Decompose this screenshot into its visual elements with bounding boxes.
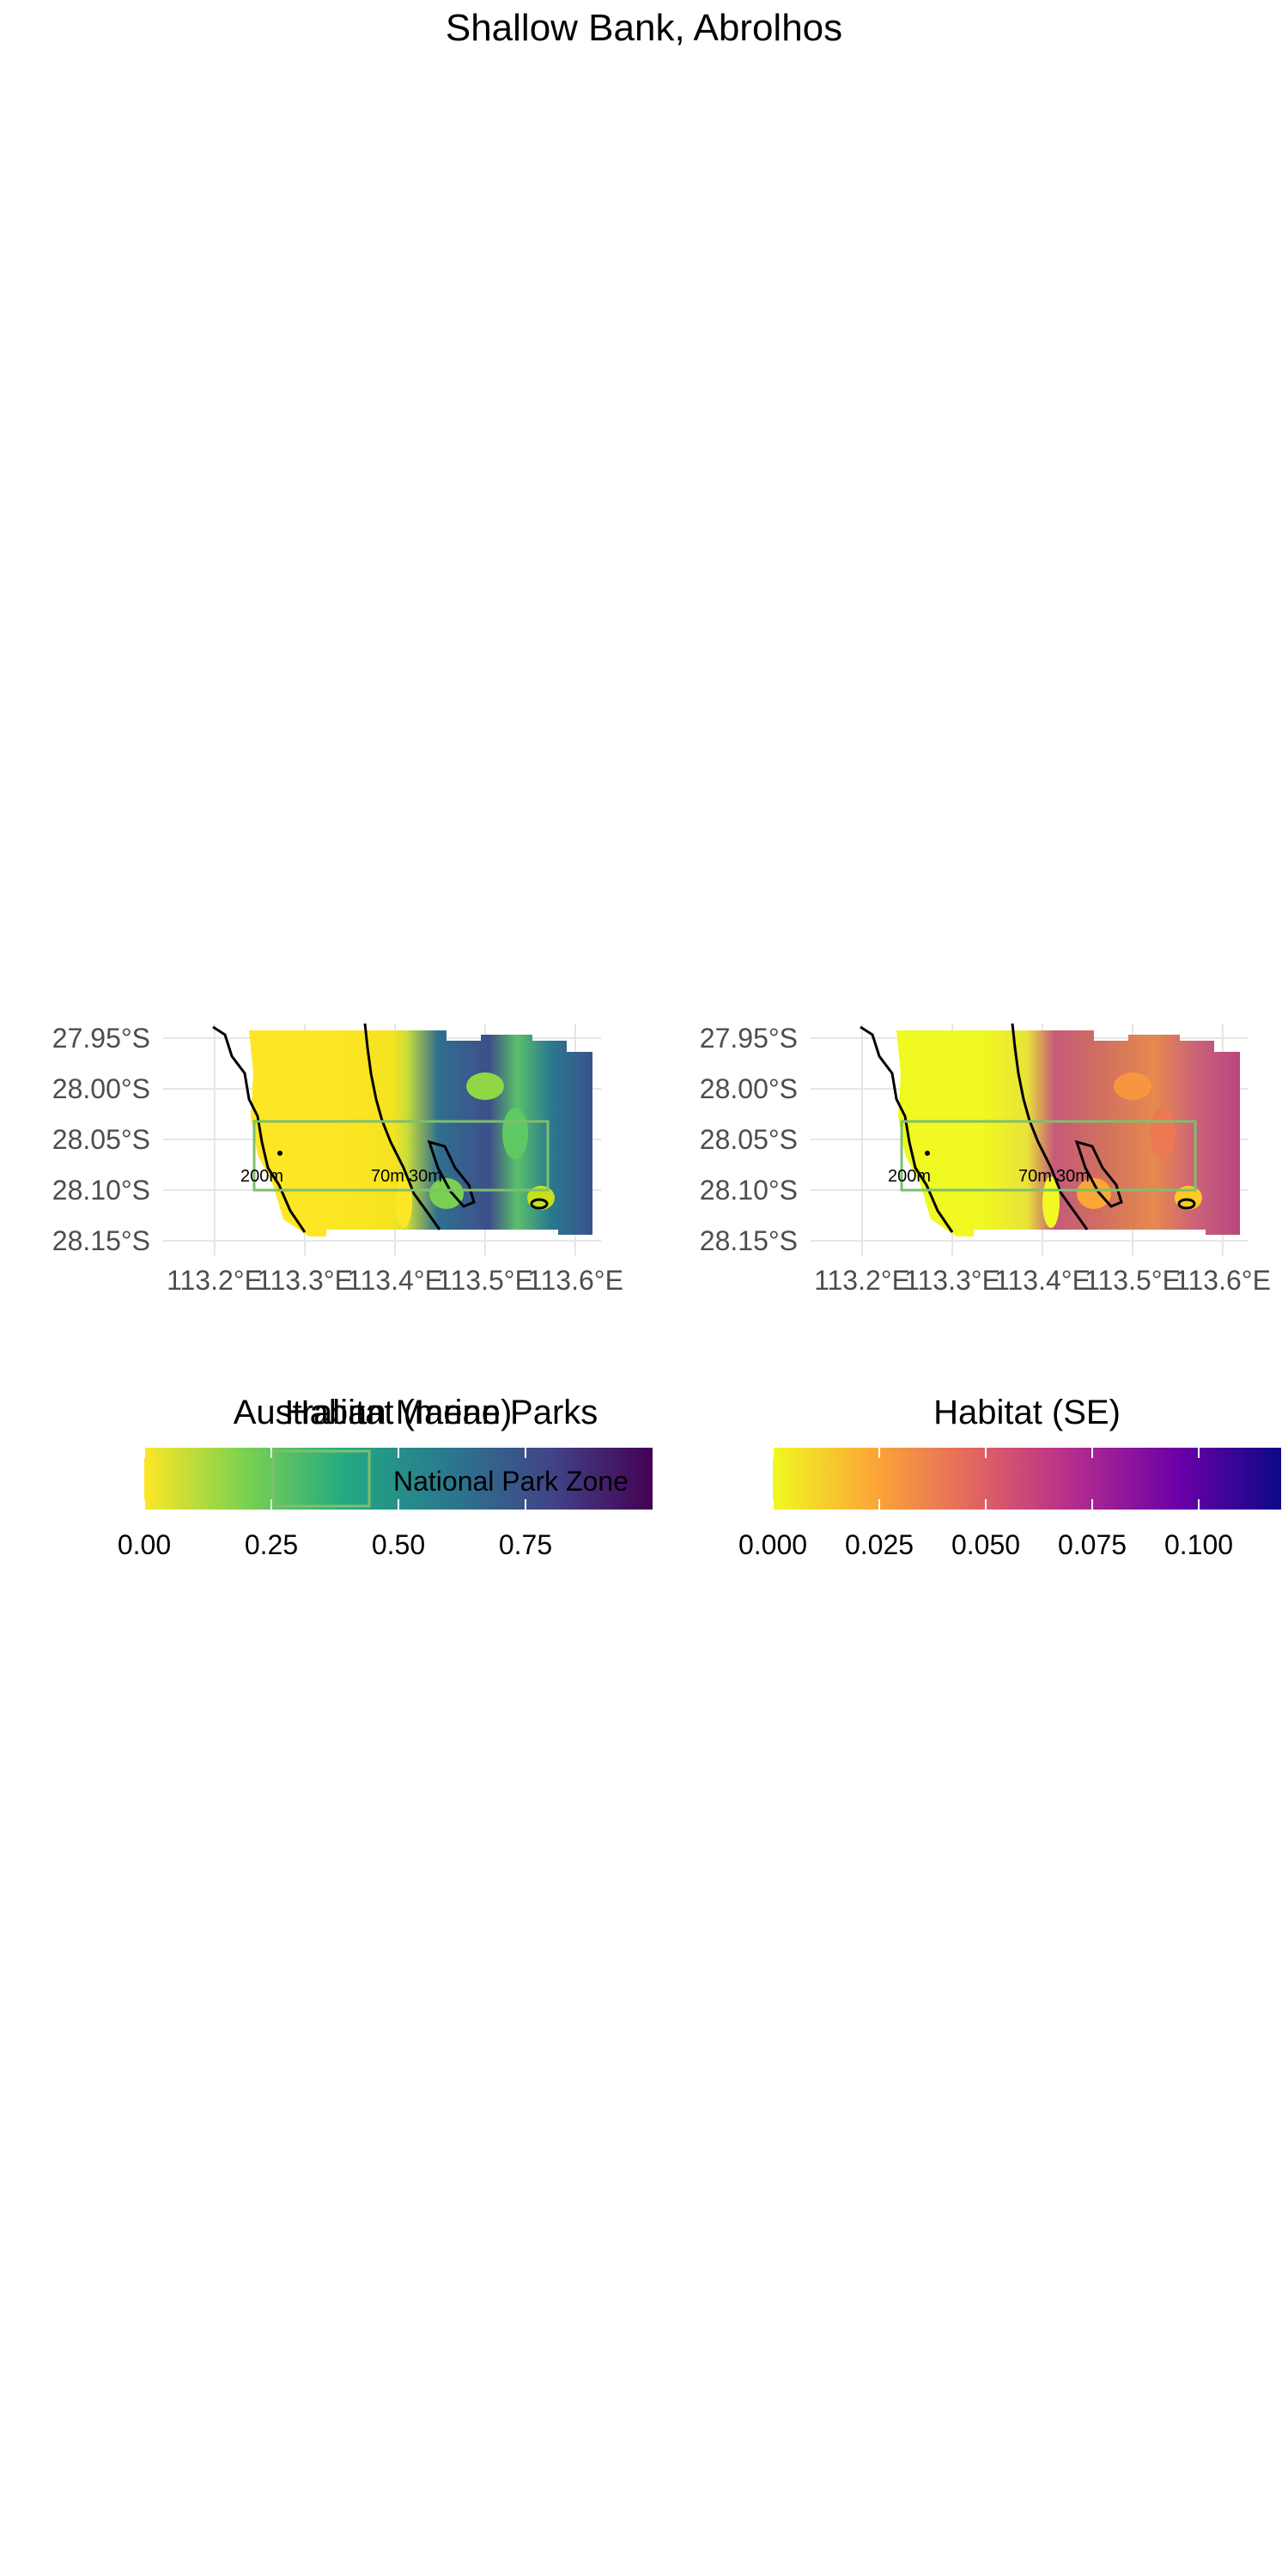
lon-tick-labels: 113.2°E 113.3°E 113.4°E 113.5°E 113.6°E — [167, 1265, 623, 1296]
lon-tick-label: 113.3°E — [904, 1265, 1000, 1296]
depth-label: 70m — [371, 1167, 404, 1186]
national-park-zone — [900, 1120, 1197, 1192]
colorbar-ticks — [772, 1448, 1200, 1510]
depth-label: 30m — [1056, 1167, 1090, 1186]
figure-title: Shallow Bank, Abrolhos — [446, 7, 842, 49]
colorbar-tick-label: 0.00 — [118, 1529, 171, 1560]
depth-contours — [860, 1023, 1196, 1233]
legend-title: Habitat (SE) — [933, 1394, 1121, 1431]
lat-tick-label: 28.00°S — [700, 1073, 798, 1104]
lat-tick-label: 28.15°S — [700, 1225, 798, 1256]
colorbar-ticks — [143, 1448, 526, 1510]
colorbar-tick-labels: 0.000 0.025 0.050 0.075 0.100 — [738, 1529, 1233, 1560]
lat-tick-labels: 27.95°S 28.00°S 28.05°S 28.10°S 28.15°S — [52, 1023, 150, 1256]
colorbar-tick-labels: 0.00 0.25 0.50 0.75 — [118, 1529, 552, 1560]
colorbar-tick-label: 0.000 — [738, 1529, 807, 1560]
legend-habitat-mean: Habitat (mean) 0.00 0.25 0.50 0.75 — [118, 1394, 653, 1560]
legend-entry: National Park Zone — [393, 1466, 629, 1497]
legend-title: Australian Marine Parks — [234, 1394, 598, 1431]
lon-tick-label: 113.5°E — [437, 1265, 533, 1296]
colorbar-tick-label: 0.025 — [845, 1529, 914, 1560]
colorbar-tick-label: 0.25 — [245, 1529, 298, 1560]
lat-tick-labels: 27.95°S 28.00°S 28.05°S 28.10°S 28.15°S — [700, 1023, 798, 1256]
colorbar-se — [773, 1448, 1281, 1510]
legend-marine-parks: Australian Marine Parks National Park Zo… — [234, 1394, 629, 1508]
depth-contours — [212, 1023, 549, 1233]
depth-label: 70m — [1018, 1167, 1052, 1186]
lat-tick-label: 28.15°S — [52, 1225, 150, 1256]
lon-tick-label: 113.6°E — [1175, 1265, 1271, 1296]
colorbar-tick-label: 0.50 — [372, 1529, 425, 1560]
habitat-raster — [896, 1030, 1240, 1236]
island-marker — [925, 1151, 930, 1156]
lon-tick-label: 113.6°E — [527, 1265, 623, 1296]
lon-tick-labels: 113.2°E 113.3°E 113.4°E 113.5°E 113.6°E — [814, 1265, 1271, 1296]
lat-tick-label: 28.05°S — [52, 1124, 150, 1155]
lat-tick-label: 27.95°S — [52, 1023, 150, 1054]
map-panel-mean: 200m 70m 30m 27.95°S 28.00°S 28.05°S 28.… — [52, 1023, 623, 1296]
depth-label: 30m — [409, 1167, 442, 1186]
lat-tick-label: 27.95°S — [700, 1023, 798, 1054]
lon-tick-label: 113.3°E — [257, 1265, 353, 1296]
lat-tick-label: 28.00°S — [52, 1073, 150, 1104]
island-marker — [277, 1151, 283, 1156]
depth-label: 200m — [888, 1167, 931, 1186]
colorbar-tick-label: 0.075 — [1058, 1529, 1127, 1560]
colorbar-tick-label: 0.75 — [499, 1529, 552, 1560]
colorbar-tick-label: 0.100 — [1164, 1529, 1233, 1560]
depth-label: 200m — [240, 1167, 283, 1186]
lon-tick-label: 113.2°E — [814, 1265, 910, 1296]
lon-tick-label: 113.4°E — [994, 1265, 1091, 1296]
lat-tick-label: 28.10°S — [52, 1175, 150, 1206]
legend-habitat-se: Habitat (SE) 0.000 0.025 0.050 0.075 0.1… — [738, 1394, 1281, 1560]
map-panel-se: 200m 70m 30m 27.95°S 28.00°S 28.05°S 28.… — [700, 1023, 1271, 1296]
habitat-raster — [249, 1030, 592, 1236]
lat-tick-label: 28.10°S — [700, 1175, 798, 1206]
legend-title: Habitat (mean) — [285, 1394, 513, 1431]
lon-tick-label: 113.5°E — [1084, 1265, 1181, 1296]
lon-tick-label: 113.4°E — [347, 1265, 443, 1296]
colorbar-tick-label: 0.050 — [951, 1529, 1020, 1560]
lon-tick-label: 113.2°E — [167, 1265, 263, 1296]
national-park-zone — [252, 1120, 550, 1192]
lat-tick-label: 28.05°S — [700, 1124, 798, 1155]
national-park-zone-key — [271, 1449, 371, 1508]
